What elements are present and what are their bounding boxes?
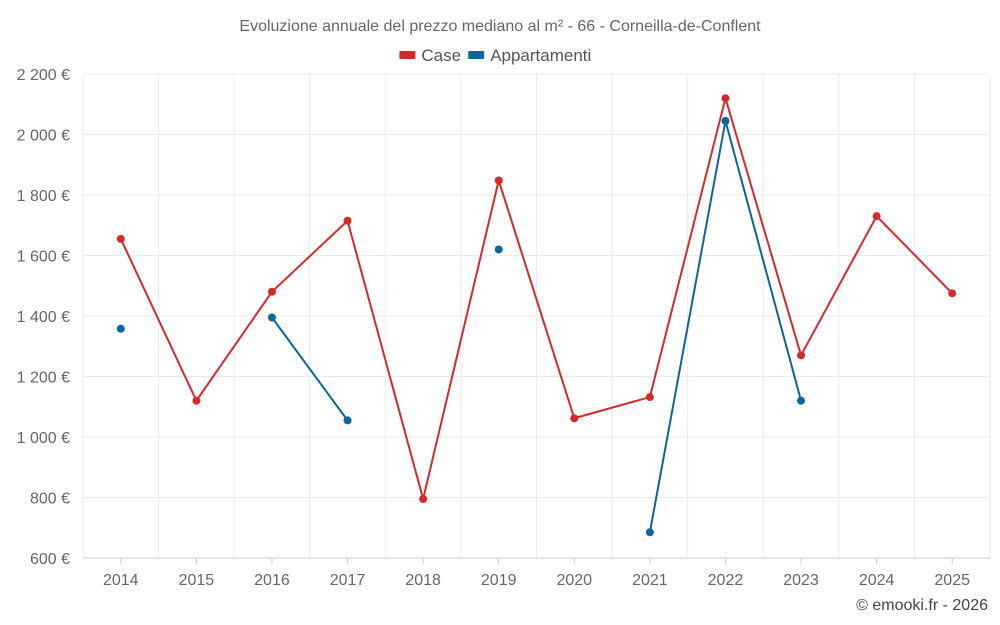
- data-point-case[interactable]: [192, 396, 201, 405]
- data-point-appartamenti[interactable]: [116, 324, 125, 333]
- chart-title: Evoluzione annuale del prezzo mediano al…: [239, 18, 761, 35]
- data-point-appartamenti[interactable]: [797, 396, 806, 405]
- legend-item-appartamenti[interactable]: Appartamenti: [468, 46, 591, 65]
- y-tick-label: 1 800 €: [17, 188, 70, 205]
- data-point-case[interactable]: [797, 351, 806, 360]
- legend-label: Case: [421, 46, 461, 65]
- data-point-case[interactable]: [267, 287, 276, 296]
- x-tick-label: 2017: [330, 572, 366, 589]
- y-tick-label: 2 200 €: [17, 67, 70, 84]
- data-point-case[interactable]: [419, 495, 428, 504]
- x-axis-ticks: 2014 2015 2016 2017 2018 2019 2020 2021 2022 2023…: [103, 558, 970, 589]
- x-tick-label: 2025: [934, 572, 970, 589]
- series-case: [116, 94, 957, 504]
- data-point-case[interactable]: [721, 94, 730, 103]
- series-line-case: [119, 97, 953, 501]
- y-tick-label: 1 600 €: [17, 249, 70, 266]
- x-tick-label: 2019: [481, 572, 517, 589]
- data-point-appartamenti[interactable]: [645, 528, 654, 537]
- x-tick-label: 2014: [103, 572, 139, 589]
- y-tick-label: 1 200 €: [17, 370, 70, 387]
- legend-label: Appartamenti: [490, 46, 591, 65]
- x-tick-label: 2020: [556, 572, 592, 589]
- grid-lines: [82, 73, 991, 559]
- x-tick-label: 2021: [632, 572, 668, 589]
- y-tick-label: 600 €: [30, 551, 70, 568]
- series-line-appartamenti: [648, 119, 803, 533]
- data-point-case[interactable]: [872, 212, 881, 221]
- legend-swatch: [399, 51, 416, 59]
- series-line-appartamenti: [271, 316, 349, 421]
- y-tick-label: 1 000 €: [17, 430, 70, 447]
- x-tick-label: 2016: [254, 572, 290, 589]
- data-point-appartamenti[interactable]: [343, 416, 352, 425]
- x-tick-label: 2024: [859, 572, 895, 589]
- data-point-case[interactable]: [494, 176, 503, 185]
- legend-swatch: [468, 51, 485, 59]
- credit-text: © emooki.fr - 2026: [856, 597, 988, 614]
- x-tick-label: 2022: [708, 572, 744, 589]
- series-appartamenti: [116, 116, 806, 537]
- legend-item-case[interactable]: Case: [399, 46, 461, 65]
- data-point-case[interactable]: [116, 234, 125, 243]
- data-point-case[interactable]: [343, 216, 352, 225]
- data-point-case[interactable]: [948, 289, 957, 298]
- data-point-appartamenti[interactable]: [267, 313, 276, 322]
- data-point-appartamenti[interactable]: [721, 116, 730, 125]
- data-point-appartamenti[interactable]: [494, 245, 503, 254]
- data-point-case[interactable]: [570, 414, 579, 423]
- y-tick-label: 800 €: [30, 491, 70, 508]
- y-tick-label: 1 400 €: [17, 309, 70, 326]
- data-point-case[interactable]: [645, 393, 654, 402]
- series-group: [116, 94, 957, 537]
- x-tick-label: 2015: [179, 572, 215, 589]
- y-tick-label: 2 000 €: [17, 128, 70, 145]
- y-axis-ticks: 600 € 800 € 1 000 € 1 200 € 1 400 € 1 600 € 1 …: [17, 67, 70, 568]
- legend: Case Appartamenti: [399, 46, 591, 65]
- x-tick-label: 2023: [783, 572, 819, 589]
- x-tick-label: 2018: [405, 572, 441, 589]
